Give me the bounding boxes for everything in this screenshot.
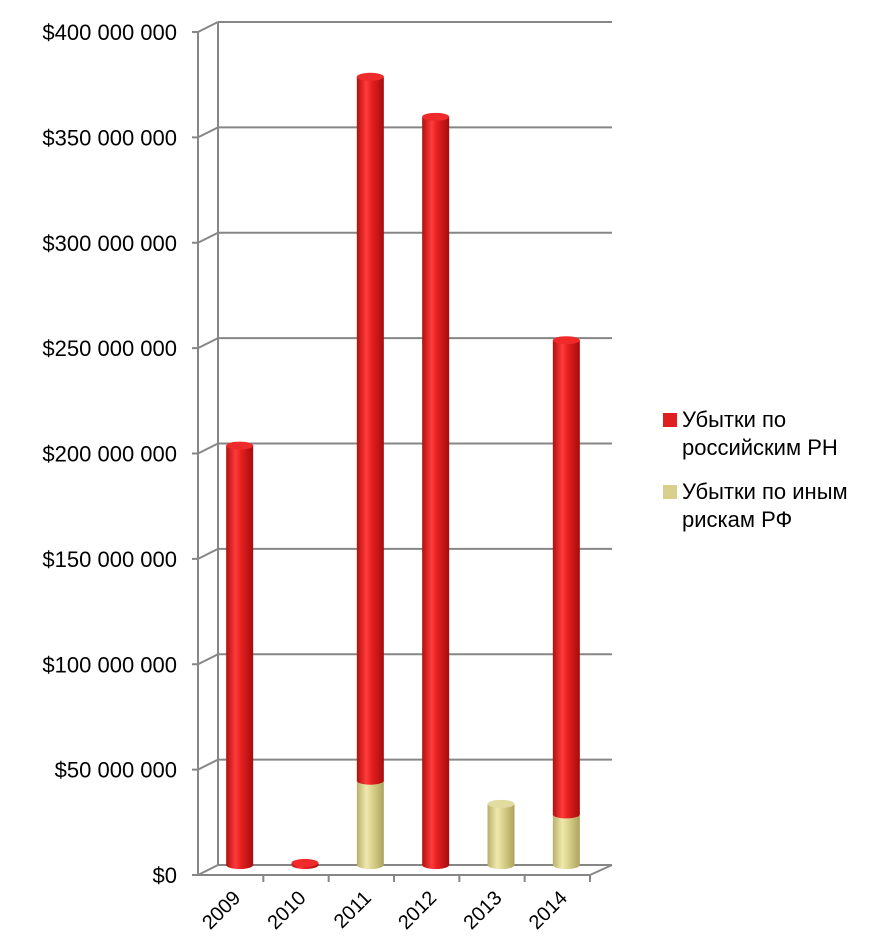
bar [356, 76, 384, 781]
bar [552, 814, 580, 865]
bar-cap [291, 858, 319, 867]
x-axis-tick-labels: 2009 2010 2011 2012 2013 2014 [198, 887, 572, 934]
bar-base [552, 861, 580, 869]
y-tick-label: $100 000 000 [42, 652, 177, 677]
bar-cap [552, 336, 580, 345]
gridline-wall-edge [197, 547, 219, 560]
y-tick-label: $50 000 000 [55, 758, 177, 783]
legend-label: рискам РФ [682, 507, 792, 532]
legend-label: российским РН [682, 435, 838, 460]
legend-swatch [663, 485, 677, 499]
y-tick-label: $200 000 000 [42, 442, 177, 467]
gridline-wall-edge [197, 442, 219, 455]
bar-base [552, 810, 580, 819]
gridline-wall-edge [197, 864, 219, 876]
bar-cap [422, 112, 450, 121]
bar-cap [487, 799, 515, 808]
x-tick-label: 2011 [330, 887, 376, 933]
x-tick-label: 2014 [525, 887, 572, 934]
axes [192, 22, 613, 882]
bar [356, 780, 384, 865]
gridline-wall-edge [197, 126, 219, 139]
floor-edge [589, 864, 613, 876]
y-tick-label: $0 [153, 863, 177, 888]
bar-base [487, 861, 515, 869]
y-tick-label: $150 000 000 [42, 547, 177, 572]
bar-base [356, 776, 384, 785]
gridline-wall-edge [197, 337, 219, 350]
bar-base [356, 861, 384, 869]
x-tick-label: 2010 [264, 887, 311, 934]
bar [422, 116, 450, 865]
y-tick-label: $300 000 000 [42, 231, 177, 256]
gridlines [197, 21, 612, 876]
x-tick-label: 2012 [394, 887, 441, 934]
y-axis-tick-labels: $0 $50 000 000 $100 000 000 $150 000 000 $20… [42, 20, 177, 888]
bar-cap [356, 72, 384, 81]
bar [487, 803, 515, 865]
bar-base [226, 861, 254, 869]
y-tick-label: $250 000 000 [42, 336, 177, 361]
legend: Убытки по российским РН Убытки по иным риск… [663, 407, 848, 532]
x-tick-label: 2013 [460, 887, 507, 934]
gridline-wall-edge [197, 653, 219, 666]
gridline-wall-edge [197, 231, 219, 244]
bars [226, 72, 580, 869]
bar [552, 340, 580, 815]
bar-cap [226, 441, 254, 450]
legend-label: Убытки по [682, 407, 786, 432]
bar [226, 445, 254, 865]
gridline-wall-edge [197, 758, 219, 771]
y-tick-label: $350 000 000 [42, 125, 177, 150]
y-tick-label: $400 000 000 [42, 20, 177, 45]
gridline-wall-edge [197, 21, 219, 33]
legend-label: Убытки по иным [682, 479, 848, 504]
bar-base [422, 861, 450, 869]
x-tick-label: 2009 [198, 887, 245, 934]
legend-swatch [663, 413, 677, 427]
